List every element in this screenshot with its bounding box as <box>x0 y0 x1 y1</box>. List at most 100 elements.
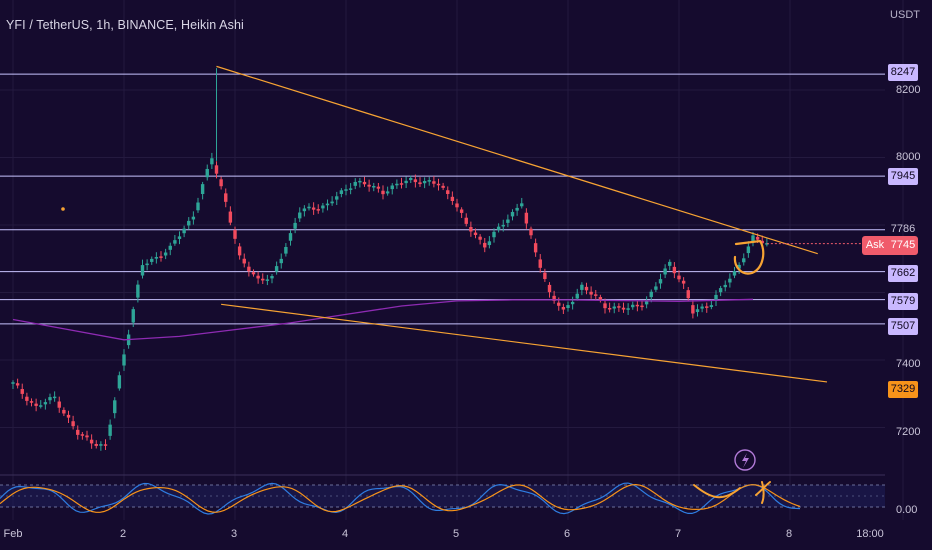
candle-body <box>529 228 533 236</box>
candle <box>140 259 145 279</box>
candle <box>492 228 496 243</box>
candle <box>39 400 43 409</box>
price-tag-7329[interactable]: 7329 <box>888 381 918 398</box>
candle-body <box>598 297 603 300</box>
candle <box>173 234 177 246</box>
marker-dot <box>61 207 65 211</box>
candle <box>270 273 274 284</box>
candle <box>228 206 233 226</box>
candle-body <box>594 294 598 296</box>
y-tick-label: 8200 <box>896 84 921 96</box>
candle-body <box>418 182 422 185</box>
candle-body <box>399 183 404 185</box>
candle-body <box>48 397 52 401</box>
candle <box>94 440 98 449</box>
candle <box>418 177 422 187</box>
candle-body <box>228 211 233 223</box>
candle-body <box>265 279 270 281</box>
price-tag-7579[interactable]: 7579 <box>888 293 918 310</box>
candle-body <box>173 240 177 244</box>
candle-body <box>432 181 436 184</box>
candle-body <box>25 396 29 401</box>
candle <box>450 191 455 205</box>
price-tag-7507[interactable]: 7507 <box>888 318 918 335</box>
candle-body <box>501 224 505 227</box>
candle-body <box>302 208 307 212</box>
candle-body <box>718 288 723 293</box>
candle-body <box>330 201 334 204</box>
candle-body <box>316 209 320 211</box>
candle-body <box>561 306 566 310</box>
candle <box>543 268 547 282</box>
candle <box>187 217 191 230</box>
candle-body <box>580 284 584 290</box>
candle-body <box>695 309 700 313</box>
candle <box>464 213 468 227</box>
candle <box>311 202 316 215</box>
price-tag-7662[interactable]: 7662 <box>888 265 918 282</box>
candle-body <box>94 443 98 446</box>
candle <box>436 178 441 191</box>
candle-body <box>626 308 630 310</box>
candle <box>681 277 686 289</box>
price-tag-7945[interactable]: 7945 <box>888 168 918 185</box>
candle-body <box>589 291 593 295</box>
candle-body <box>76 429 80 435</box>
grid-lines <box>0 0 904 520</box>
candle <box>367 179 371 192</box>
candle-body <box>612 306 616 309</box>
ask-price[interactable]: 7745 <box>888 236 918 255</box>
candle-body <box>224 193 228 202</box>
y-tick-label: 7200 <box>896 426 921 438</box>
price-tag-7786[interactable]: 7786 <box>890 223 916 235</box>
candle-body <box>122 354 126 366</box>
candle <box>274 261 279 275</box>
candle <box>691 299 695 319</box>
candle-body <box>575 293 579 299</box>
candle-body <box>39 405 43 407</box>
candle <box>298 207 302 222</box>
candle <box>316 204 320 214</box>
candles <box>11 152 769 451</box>
candle-body <box>446 190 450 194</box>
candle-body <box>89 439 94 444</box>
candle-body <box>251 272 256 275</box>
candle <box>381 185 385 200</box>
candle-body <box>376 186 381 189</box>
candle <box>746 241 751 258</box>
candle <box>284 243 288 257</box>
candle-body <box>390 185 394 190</box>
candle <box>154 252 159 264</box>
candle-body <box>150 258 154 262</box>
candle-body <box>566 305 570 308</box>
candle <box>695 304 700 317</box>
candle-body <box>242 258 246 264</box>
candle <box>344 184 348 196</box>
candle <box>700 303 704 313</box>
candle-body <box>483 242 487 248</box>
candle <box>520 197 524 209</box>
candle-body <box>607 308 612 310</box>
candle-body <box>705 306 709 308</box>
candle <box>321 202 325 213</box>
candle-body <box>455 203 459 208</box>
candle-body <box>344 189 348 191</box>
candle <box>233 226 237 244</box>
candle <box>533 238 538 257</box>
candle-body <box>570 301 575 305</box>
candle <box>372 182 376 192</box>
candle <box>751 231 755 247</box>
candle <box>580 282 584 296</box>
price-tag-8247[interactable]: 8247 <box>888 64 918 81</box>
candle <box>395 179 399 189</box>
candle-body <box>168 245 172 250</box>
candle-body <box>34 403 38 406</box>
candle <box>261 273 265 285</box>
candle-body <box>311 207 316 210</box>
candle <box>732 266 737 279</box>
candle-body <box>681 280 686 284</box>
candle <box>15 378 20 389</box>
ask-label: Ask <box>862 236 888 255</box>
candle <box>473 228 478 239</box>
